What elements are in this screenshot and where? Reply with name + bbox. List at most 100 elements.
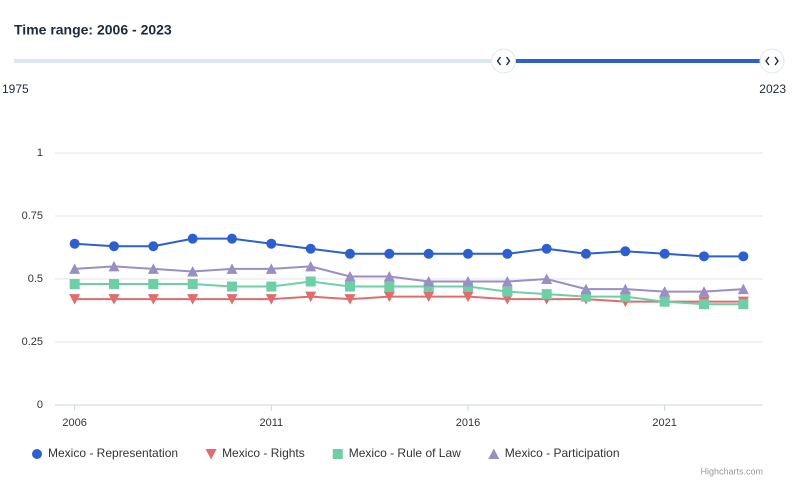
marker bbox=[581, 291, 591, 302]
marker bbox=[69, 263, 81, 274]
marker bbox=[265, 263, 277, 274]
marker bbox=[305, 243, 316, 254]
marker bbox=[266, 238, 277, 249]
marker bbox=[345, 281, 355, 292]
marker bbox=[187, 265, 199, 277]
marker bbox=[619, 283, 631, 295]
marker bbox=[737, 283, 749, 295]
legend-label[interactable]: Mexico - Rule of Law bbox=[349, 446, 461, 460]
slider-handle[interactable] bbox=[491, 48, 517, 74]
marker bbox=[423, 248, 434, 259]
marker bbox=[32, 449, 42, 459]
legend-item[interactable]: Mexico - Participation bbox=[488, 446, 620, 460]
marker bbox=[501, 294, 513, 305]
marker bbox=[69, 294, 81, 305]
marker bbox=[305, 260, 317, 272]
marker bbox=[147, 294, 159, 305]
marker bbox=[148, 279, 159, 290]
legend-label[interactable]: Mexico - Participation bbox=[505, 446, 620, 460]
marker bbox=[502, 248, 513, 259]
marker bbox=[738, 299, 749, 310]
marker bbox=[305, 276, 316, 287]
legend-label[interactable]: Mexico - Rights bbox=[222, 446, 305, 460]
marker bbox=[462, 291, 474, 303]
x-tick-label: 2011 bbox=[260, 417, 284, 429]
legend-item[interactable]: Mexico - Rule of Law bbox=[332, 446, 461, 460]
marker bbox=[620, 291, 631, 302]
marker bbox=[659, 296, 670, 307]
y-tick-label: 0 bbox=[37, 399, 43, 411]
marker bbox=[69, 238, 80, 249]
marker bbox=[226, 263, 238, 274]
marker bbox=[423, 281, 434, 292]
marker bbox=[698, 286, 710, 297]
marker bbox=[108, 294, 120, 305]
marker bbox=[462, 276, 474, 287]
marker bbox=[699, 251, 709, 262]
marker bbox=[620, 246, 631, 257]
marker bbox=[659, 286, 671, 297]
marker bbox=[541, 243, 552, 254]
slider-handle[interactable] bbox=[759, 48, 785, 74]
marker bbox=[187, 279, 198, 290]
marker bbox=[659, 248, 670, 259]
slider-title: Time range: 2006 - 2023 bbox=[14, 22, 172, 38]
marker bbox=[383, 291, 395, 303]
y-tick-label: 0.25 bbox=[22, 336, 43, 348]
marker bbox=[344, 294, 356, 305]
marker bbox=[501, 276, 513, 287]
marker bbox=[187, 294, 199, 305]
slider-min-label: 1975 bbox=[2, 82, 29, 96]
marker bbox=[384, 281, 395, 292]
marker bbox=[383, 270, 395, 282]
marker bbox=[463, 281, 473, 292]
legend-item[interactable]: Mexico - Rights bbox=[205, 446, 305, 460]
series-line bbox=[74, 265, 744, 293]
series-line bbox=[74, 237, 744, 258]
x-tick-label: 2016 bbox=[456, 417, 480, 429]
marker bbox=[227, 281, 237, 292]
marker bbox=[266, 281, 277, 292]
marker bbox=[332, 449, 343, 459]
marker bbox=[738, 251, 749, 262]
marker bbox=[423, 276, 435, 287]
y-tick-label: 0.5 bbox=[28, 273, 43, 285]
marker bbox=[345, 248, 355, 259]
legend-label[interactable]: Mexico - Representation bbox=[48, 446, 178, 460]
marker bbox=[463, 248, 473, 259]
marker bbox=[69, 279, 80, 290]
marker bbox=[541, 273, 553, 284]
marker bbox=[581, 248, 591, 259]
marker bbox=[699, 299, 709, 310]
handle-icon[interactable] bbox=[765, 56, 779, 66]
series-line bbox=[74, 295, 744, 303]
handle-circle[interactable] bbox=[759, 48, 785, 74]
marker bbox=[108, 260, 120, 272]
marker bbox=[148, 241, 159, 252]
handle-icon[interactable] bbox=[496, 56, 511, 66]
marker bbox=[227, 233, 237, 244]
marker bbox=[488, 448, 500, 459]
y-tick-label: 1 bbox=[37, 147, 43, 159]
marker bbox=[384, 248, 395, 259]
marker bbox=[226, 294, 238, 305]
marker bbox=[265, 294, 277, 305]
marker bbox=[109, 279, 119, 290]
marker bbox=[205, 449, 217, 460]
x-tick-label: 2021 bbox=[652, 417, 676, 429]
credits: Highcharts.com bbox=[700, 466, 763, 476]
handle-circle[interactable] bbox=[491, 48, 517, 74]
legend-item[interactable]: Mexico - Representation bbox=[32, 446, 178, 460]
marker bbox=[541, 289, 552, 300]
marker bbox=[502, 286, 513, 297]
marker bbox=[147, 263, 159, 274]
marker bbox=[423, 291, 435, 303]
marker bbox=[187, 233, 198, 244]
marker bbox=[344, 270, 356, 282]
marker bbox=[109, 241, 119, 252]
x-tick-label: 2006 bbox=[62, 417, 86, 429]
marker bbox=[305, 291, 317, 303]
series-line bbox=[74, 280, 744, 306]
